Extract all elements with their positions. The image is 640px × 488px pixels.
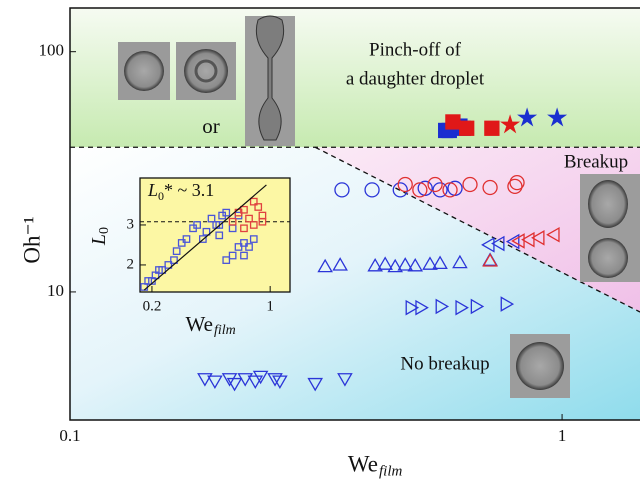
marker bbox=[460, 121, 474, 135]
y-tick-label: 10 bbox=[47, 281, 64, 300]
y-tick-label: 3 bbox=[127, 216, 135, 232]
image bbox=[184, 49, 228, 93]
marker bbox=[446, 115, 460, 129]
annotation-main: L bbox=[147, 180, 158, 200]
inset-annotation: L0* ~ 3.1 bbox=[147, 180, 214, 203]
x-tick-label: 1 bbox=[266, 298, 274, 314]
annotation: No breakup bbox=[400, 353, 489, 374]
image bbox=[588, 180, 628, 228]
y-axis-label: Oh⁻¹ bbox=[19, 216, 44, 263]
inset-x-axis-label-sub: film bbox=[214, 323, 236, 338]
inset-x-axis-label: We bbox=[186, 312, 213, 336]
image bbox=[516, 342, 564, 390]
annotation: Pinch-off of bbox=[369, 39, 462, 60]
y-tick-label: 2 bbox=[127, 256, 135, 272]
x-tick-label: 0.1 bbox=[59, 426, 80, 445]
annotation: or bbox=[202, 114, 220, 138]
marker bbox=[485, 121, 499, 135]
x-tick-label: 0.2 bbox=[143, 298, 162, 314]
y-tick-label: 100 bbox=[39, 41, 65, 60]
annotation-rest: * ~ 3.1 bbox=[164, 180, 214, 200]
image bbox=[124, 51, 164, 91]
page: 0.1110100 Pinch-off of a daughter drople… bbox=[0, 0, 640, 483]
annotation: a daughter droplet bbox=[346, 68, 485, 89]
x-axis-label-sub: film bbox=[379, 463, 403, 479]
x-tick-label: 1 bbox=[558, 426, 567, 445]
inset-y-label-sub: 0 bbox=[97, 227, 112, 234]
x-axis-label: We bbox=[348, 451, 378, 476]
image bbox=[588, 238, 628, 278]
chart: 0.1110100 Pinch-off of a daughter drople… bbox=[0, 0, 640, 483]
inset-y-label-main: L bbox=[88, 234, 110, 246]
annotation: Breakup bbox=[564, 151, 628, 172]
